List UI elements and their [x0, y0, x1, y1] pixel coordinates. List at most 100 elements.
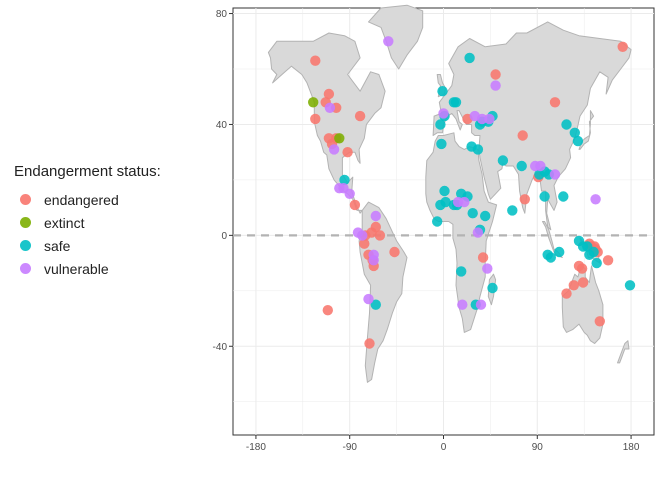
x-tick-label: 0	[441, 442, 447, 453]
legend: Endangerment status: endangered extinct …	[14, 163, 161, 280]
point-endangered	[576, 263, 588, 274]
point-safe	[507, 205, 518, 216]
x-tick-label: -90	[342, 442, 357, 453]
point-vulnerable	[370, 210, 381, 222]
point-vulnerable	[457, 299, 468, 310]
point-safe	[448, 97, 460, 108]
point-safe	[435, 119, 446, 130]
land-indonesia	[542, 221, 563, 258]
point-vulnerable	[590, 194, 601, 205]
point-endangered	[374, 230, 386, 241]
point-safe	[554, 246, 565, 258]
point-endangered	[617, 41, 628, 52]
point-safe	[437, 86, 448, 97]
point-safe	[440, 196, 451, 208]
point-safe	[472, 144, 484, 155]
point-vulnerable	[490, 80, 501, 91]
point-endangered	[354, 110, 366, 122]
point-vulnerable	[482, 263, 493, 274]
legend-key	[14, 235, 36, 257]
y-tick-label: 0	[221, 231, 227, 242]
point-safe	[480, 210, 491, 222]
point-safe	[436, 138, 447, 150]
point-safe	[497, 155, 509, 166]
land-masses	[267, 4, 632, 383]
point-endangered	[359, 238, 370, 249]
legend-key	[14, 189, 36, 211]
point-safe	[591, 257, 602, 269]
data-points	[308, 36, 636, 349]
point-safe	[558, 191, 569, 202]
point-safe	[545, 252, 556, 263]
point-endangered	[322, 305, 333, 316]
point-vulnerable	[363, 293, 374, 305]
point-endangered	[519, 194, 530, 205]
legend-title: Endangerment status:	[14, 163, 161, 180]
point-safe	[439, 185, 450, 197]
point-vulnerable	[472, 227, 484, 238]
point-endangered	[594, 316, 605, 327]
point-endangered	[389, 246, 400, 258]
legend-label: vulnerable	[44, 260, 109, 277]
legend-key	[14, 258, 36, 280]
point-safe	[572, 135, 584, 147]
point-safe	[569, 127, 580, 138]
point-endangered	[349, 199, 361, 211]
point-vulnerable	[383, 36, 394, 47]
point-vulnerable	[324, 102, 336, 114]
point-endangered	[310, 55, 321, 66]
point-endangered	[568, 280, 579, 291]
y-tick-label: 40	[216, 120, 228, 131]
point-endangered	[364, 338, 375, 349]
legend-label: safe	[44, 237, 71, 254]
point-vulnerable	[328, 144, 340, 155]
point-endangered	[549, 97, 561, 108]
legend-key	[14, 212, 36, 234]
point-safe	[516, 160, 527, 172]
point-safe	[561, 119, 572, 130]
x-tick-label: -180	[246, 442, 266, 453]
legend-dot-vulnerable	[19, 263, 31, 274]
point-safe	[370, 299, 381, 310]
y-tick-label: 80	[216, 9, 228, 20]
legend-item-endangered: endangered	[14, 188, 161, 211]
point-vulnerable	[368, 249, 379, 260]
point-safe	[624, 280, 636, 291]
point-endangered	[577, 277, 589, 288]
point-safe	[464, 52, 475, 64]
legend-label: extinct	[44, 214, 85, 231]
point-safe	[588, 246, 599, 258]
point-endangered	[602, 255, 614, 266]
point-safe	[487, 282, 498, 294]
point-safe	[432, 216, 443, 227]
point-vulnerable	[475, 299, 487, 310]
point-endangered	[490, 69, 501, 80]
point-vulnerable	[438, 108, 449, 119]
legend-item-extinct: extinct	[14, 211, 161, 234]
point-vulnerable	[459, 196, 470, 208]
point-endangered	[517, 130, 528, 141]
legend-item-vulnerable: vulnerable	[14, 257, 161, 280]
point-vulnerable	[535, 160, 546, 172]
point-extinct	[334, 133, 345, 144]
land-new-zealand	[617, 340, 630, 364]
point-endangered	[323, 88, 335, 100]
y-tick-label: -40	[213, 342, 228, 353]
x-tick-label: 180	[623, 442, 640, 453]
legend-label: endangered	[44, 191, 119, 208]
point-safe	[456, 266, 467, 277]
point-vulnerable	[352, 227, 364, 238]
point-vulnerable	[469, 110, 480, 122]
point-endangered	[310, 113, 321, 125]
point-safe	[467, 208, 478, 219]
point-endangered	[561, 288, 572, 299]
point-endangered	[370, 221, 381, 233]
point-vulnerable	[334, 183, 345, 194]
point-extinct	[308, 97, 319, 108]
legend-item-safe: safe	[14, 234, 161, 257]
point-vulnerable	[484, 113, 495, 125]
land-north-america	[267, 32, 386, 214]
x-tick-label: 90	[532, 442, 544, 453]
map-panel	[232, 4, 655, 436]
